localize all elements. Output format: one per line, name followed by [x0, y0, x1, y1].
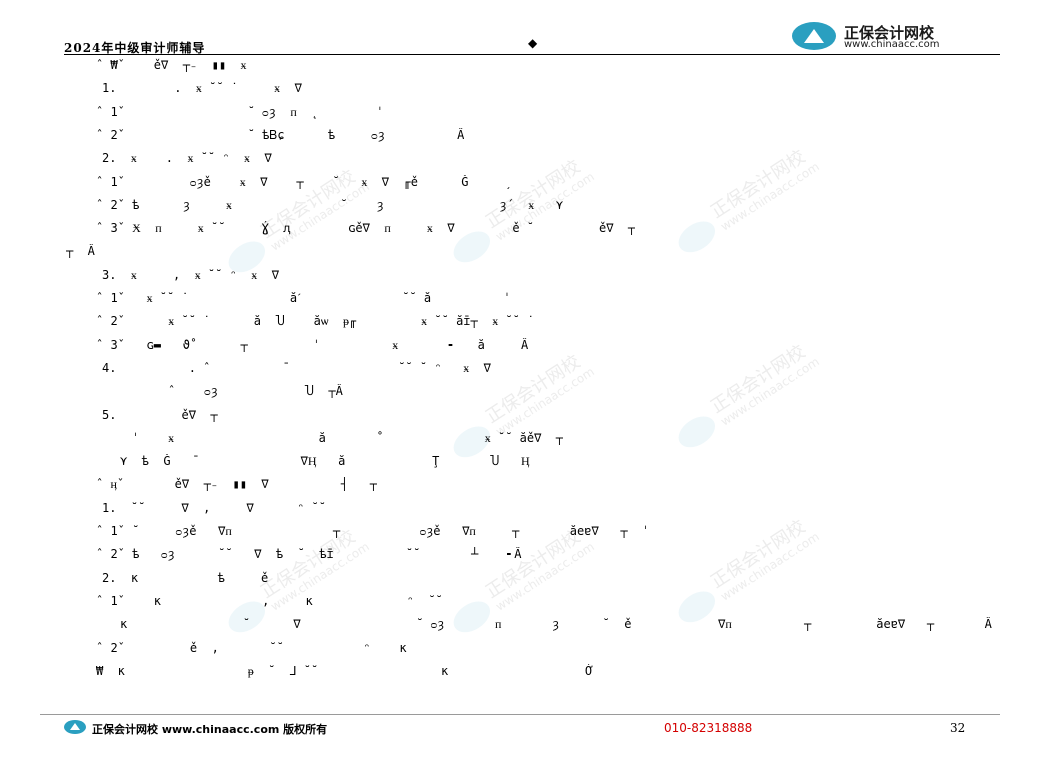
- text-line: ˆ 2ˇ ѣ ᴑȝ ˘˘ ∇ ѣ ˘ ѣɪ̄ ˘˘ ┴ ╸Â: [96, 547, 522, 561]
- text-line: ˆ ᴑȝ Ⴎ ┬Â: [168, 384, 343, 398]
- header-center-mark: ◆: [528, 36, 538, 50]
- text-line: 5. ě∇ ┬: [102, 408, 218, 422]
- text-line: 2. ӿ . ӿ ˘˘ ᵔ ӿ ∇: [102, 151, 272, 165]
- text-line: ˆ 1ˇ ᴑȝě ӿ ∇ ┬ ˘ ӿ ∇ ╓ě Ǧ ˏ: [96, 175, 512, 189]
- text-line: 1. . ӿ ˘˘ ˙ ӿ ∇: [102, 81, 302, 95]
- text-line: ˆ 1ˇ ĸ , ĸ ᵔ ˘˘: [96, 594, 443, 608]
- footer-divider: [40, 714, 1000, 715]
- text-line: ˆ 1ˇ ˘ ᴑȝě ∇ᴨ ┬ ᴑȝě ∇ᴨ ┬ ӑeɐ∇ ┬ ˈ: [96, 524, 650, 538]
- text-line: 3. ӿ , ӿ ˘˘ ᵔ ӿ ∇: [102, 268, 279, 282]
- page-number: 32: [950, 721, 966, 735]
- text-line: 1. ˘˘ ∇ , ∇ ᵔ ˘˘: [102, 501, 326, 515]
- text-line: 2. ĸ ѣ ě: [102, 571, 269, 585]
- text-line: ˆ ₩ˇ ě∇ ┬₋ ▮▮ ӿ: [96, 58, 247, 72]
- text-line: ĸ ˘ ∇ ˘ ᴑȝ ᴨ ȝ ˘ ě ∇ᴨ ┬ ӑeɐ∇ ┬ Â: [120, 617, 992, 631]
- chinaacc-logo-icon: [792, 22, 836, 50]
- logo-brand-name: 正保会计网校: [844, 24, 935, 42]
- text-line: ˆ 2ˇ ě , ˘˘ ᵔ ĸ: [96, 641, 407, 655]
- header-logo[interactable]: 正保会计网校 www.chinaacc.com: [792, 22, 992, 52]
- document-title: 2024年中级审计师辅导: [64, 41, 206, 55]
- text-line: ˆ 2ˇ ӿ ˘˘ ˙ ӑ Ⴎ ӑѡ ᵽ╓ ӿ ˘˘ ӑɪ̄┬ ӿ ˘˘ ˙: [96, 314, 535, 328]
- text-line: 4. . ˆ ˉ ˘˘ ˘ ᵔ ӿ ∇: [102, 361, 491, 375]
- text-line: ˆ 2ˇ ˘ ѣᏴɕ ѣ ᴑȝ Â: [96, 128, 465, 142]
- document-body: ˆ ₩ˇ ě∇ ┬₋ ▮▮ ӿ 1. . ӿ ˘˘ ˙ ӿ ∇ ˆ 1ˇ ˘ ᴑȝ …: [66, 58, 992, 678]
- text-line: ⋎ ѣ Ǧ ˉ ∇Ӊ ӑ Ţ Ⴎ Ӊ: [120, 454, 530, 468]
- text-line: ┬ Â: [66, 244, 95, 258]
- text-line: ˆ 1ˇ ӿ ˘˘ ˙ ӑˊ ˘˘ ӑ ˈ: [96, 291, 511, 305]
- footer-phone: 010-82318888: [664, 721, 753, 735]
- text-line: ˆ 3ˇ Ӿ ᴨ ӿ ˘˘ Ɣ́ ԯ ɢě∇ ᴨ ӿ ∇ ě ˘ ě∇ ┬: [96, 221, 636, 235]
- text-line: ₩ ĸ ᵽ ˘ ⅃ ˘˘ ĸ Ở: [96, 664, 593, 678]
- text-line: ˆ 2ˇ ѣ ȝ ӿ ˘ ȝ ȝ́ ӿ ⋎: [96, 198, 564, 212]
- header-divider: [64, 54, 1000, 55]
- text-line: ˆ ӊˇ ě∇ ┬₋ ▮▮ ∇ ┤ ┬: [96, 477, 377, 491]
- logo-url[interactable]: www.chinaacc.com: [844, 39, 940, 50]
- text-line: ˆ 1ˇ ˘ ᴑȝ ᴨ ˛ ˈ: [96, 105, 384, 119]
- footer-logo-icon: [64, 720, 86, 734]
- footer-copyright: 正保会计网校 www.chinaacc.com 版权所有: [92, 723, 328, 736]
- text-line: ˈ ӿ ӑ ˚ ӿ ˘˘ ӑě∇ ┬: [132, 431, 564, 445]
- text-line: ˆ 3ˇ ɢ▬ ϑ̊ ┬ ˈ ӿ ╸ ӑ Â: [96, 338, 529, 352]
